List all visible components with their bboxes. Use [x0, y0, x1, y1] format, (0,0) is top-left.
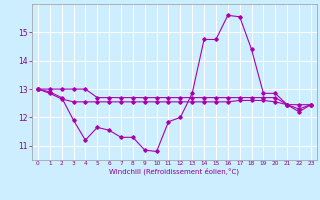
X-axis label: Windchill (Refroidissement éolien,°C): Windchill (Refroidissement éolien,°C) — [109, 168, 239, 175]
